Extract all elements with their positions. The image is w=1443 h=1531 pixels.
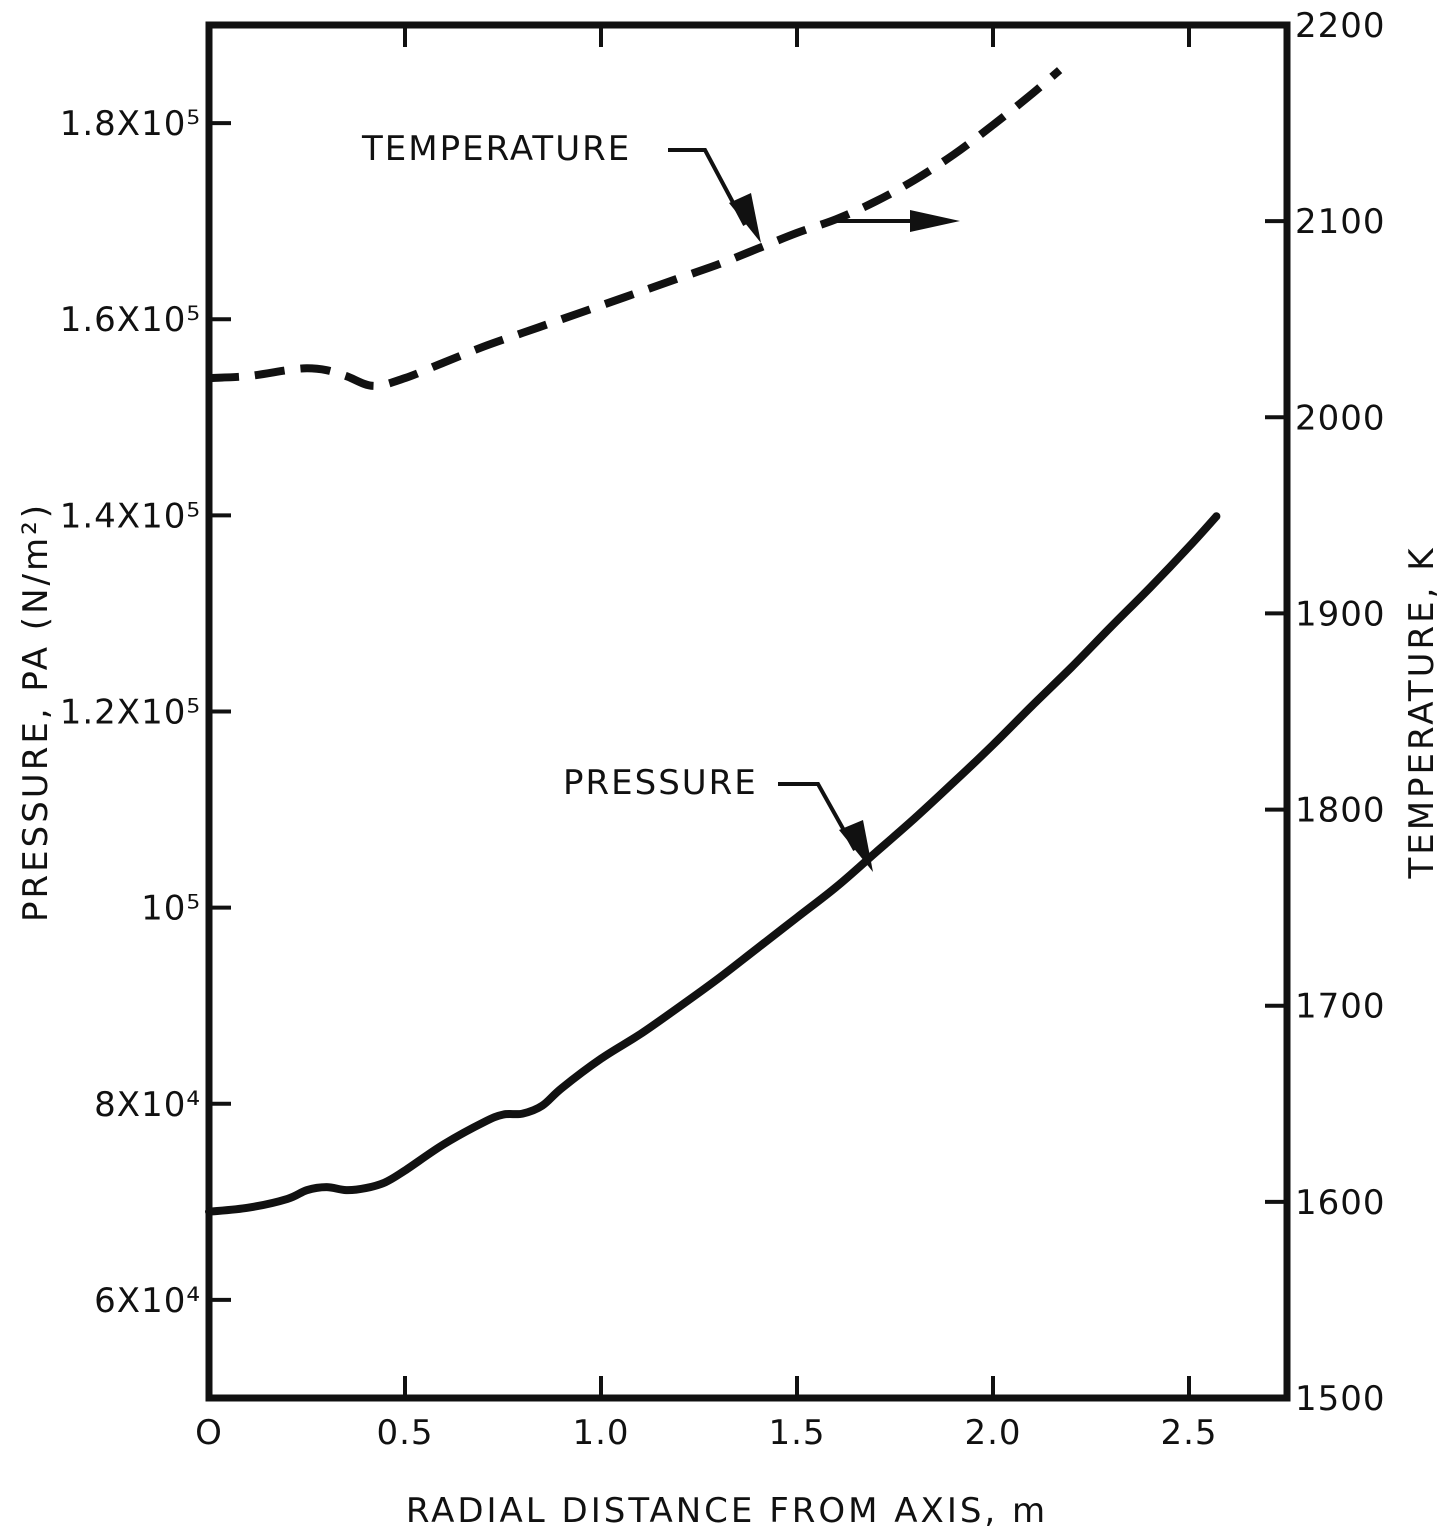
- x-tick-label-0: O: [195, 1413, 223, 1453]
- left-axis-ticks: 6X10⁴ 8X10⁴ 10⁵ 1.2X10⁵ 1.4X10⁵ 1.6X10⁵ 1.8X10…: [60, 104, 231, 1321]
- left-tick-label-5: 1.6X10⁵: [60, 300, 201, 340]
- right-tick-label-5: 2000: [1295, 398, 1386, 438]
- temperature-annotation-arrowhead: [729, 193, 761, 243]
- temperature-annotation: TEMPERATURE: [361, 129, 960, 243]
- left-axis-title: PRESSURE, PA (N/m²): [16, 502, 56, 922]
- right-tick-label-0: 1500: [1295, 1379, 1386, 1419]
- left-tick-label-1: 8X10⁴: [94, 1085, 201, 1125]
- x-tick-label-4: 2.0: [964, 1413, 1021, 1453]
- pressure-annotation-leader: [778, 782, 857, 851]
- x-tick-label-1: 0.5: [376, 1413, 433, 1453]
- pressure-annotation: PRESSURE: [563, 763, 873, 872]
- x-tick-label-5: 2.5: [1160, 1413, 1217, 1453]
- left-tick-label-3: 1.2X10⁵: [60, 693, 201, 733]
- right-axis-pointer-arrowhead: [910, 210, 960, 232]
- plot-frame: [205, 21, 1291, 1402]
- x-tick-label-2: 1.0: [572, 1413, 629, 1453]
- right-axis-ticks: 1500 1600 1700 1800 1900 2000 2100 2200: [1265, 6, 1386, 1419]
- temperature-annotation-label: TEMPERATURE: [361, 129, 631, 169]
- x-tick-label-3: 1.5: [768, 1413, 825, 1453]
- x-axis-ticks: O 0.5 1.0 1.5 2.0 2.5: [195, 25, 1217, 1453]
- pressure-series-line: [205, 512, 1221, 1216]
- right-axis-title: TEMPERATURE, K: [1402, 545, 1442, 879]
- x-axis-title: RADIAL DISTANCE FROM AXIS, m: [406, 1491, 1048, 1531]
- pressure-annotation-label: PRESSURE: [563, 763, 758, 803]
- temperature-annotation-leader: [668, 148, 747, 226]
- right-tick-label-2: 1700: [1295, 987, 1386, 1027]
- left-tick-label-6: 1.8X10⁵: [60, 104, 201, 144]
- right-tick-label-3: 1800: [1295, 791, 1386, 831]
- left-tick-label-4: 1.4X10⁵: [60, 496, 201, 536]
- left-tick-label-2: 10⁵: [141, 889, 201, 929]
- right-tick-label-7: 2200: [1295, 6, 1386, 46]
- pressure-annotation-arrowhead: [839, 820, 873, 872]
- right-tick-label-4: 1900: [1295, 594, 1386, 634]
- right-tick-label-6: 2100: [1295, 202, 1386, 242]
- left-tick-label-0: 6X10⁴: [94, 1281, 201, 1321]
- right-tick-label-1: 1600: [1295, 1183, 1386, 1223]
- temperature-series-line: [208, 67, 1063, 390]
